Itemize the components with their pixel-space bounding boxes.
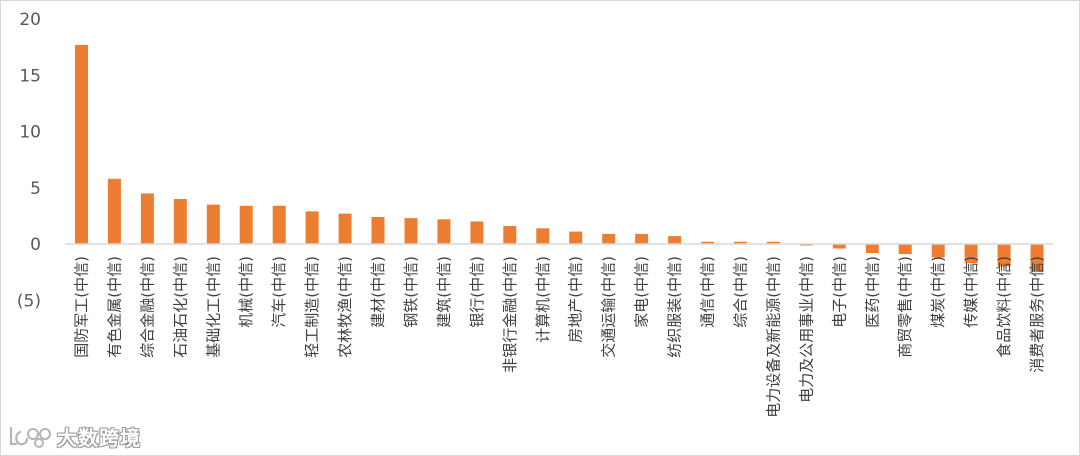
bar bbox=[107, 178, 121, 245]
x-category-label: 煤炭(中信) bbox=[929, 256, 947, 328]
x-category-label: 建材(中信) bbox=[369, 256, 387, 328]
x-category-label: 基础化工(中信) bbox=[204, 256, 222, 358]
x-category-label: 医药(中信) bbox=[863, 256, 881, 328]
bar bbox=[272, 205, 286, 245]
bar bbox=[305, 211, 319, 244]
x-category-label: 有色金属(中信) bbox=[105, 256, 123, 358]
y-tick-label: 10 bbox=[19, 123, 41, 143]
bar bbox=[865, 244, 879, 253]
x-category-label: 汽车(中信) bbox=[270, 256, 288, 328]
x-category-label: 消费者服务(中信) bbox=[1028, 256, 1046, 373]
x-category-label: 传媒(中信) bbox=[962, 256, 980, 328]
bar bbox=[536, 228, 550, 244]
bar bbox=[701, 241, 714, 245]
x-category-label: 交通运输(中信) bbox=[600, 256, 618, 358]
x-category-label: 纺织服装(中信) bbox=[666, 256, 684, 358]
x-category-label: 银行(中信) bbox=[468, 256, 486, 328]
y-tick-label: 20 bbox=[19, 10, 41, 30]
x-category-label: 电子(中信) bbox=[830, 256, 848, 328]
x-category-label: 建筑(中信) bbox=[435, 256, 453, 328]
bar bbox=[964, 244, 978, 264]
x-category-label: 电力及公用事业(中信) bbox=[797, 256, 815, 403]
bar bbox=[371, 217, 385, 244]
y-axis: 20 15 10 5 0 (5) bbox=[17, 10, 41, 311]
bar bbox=[437, 219, 451, 245]
x-category-label: 非银行金融(中信) bbox=[501, 256, 519, 373]
bars bbox=[75, 44, 1044, 273]
y-tick-label: 0 bbox=[30, 235, 41, 255]
y-tick-label: 5 bbox=[30, 179, 41, 199]
bar bbox=[635, 233, 649, 244]
x-category-label: 机械(中信) bbox=[237, 256, 255, 328]
bar bbox=[931, 244, 945, 258]
x-category-label: 电力设备及新能源(中信) bbox=[764, 256, 782, 418]
watermark-logo-icon bbox=[9, 426, 51, 448]
bar bbox=[404, 218, 418, 244]
x-category-label: 食品饮料(中信) bbox=[995, 256, 1013, 358]
bar bbox=[173, 199, 187, 244]
x-category-label: 农林牧渔(中信) bbox=[336, 256, 354, 358]
bar bbox=[75, 44, 88, 245]
x-category-label: 轻工制造(中信) bbox=[303, 256, 321, 358]
bar bbox=[997, 244, 1011, 267]
x-category-label: 通信(中信) bbox=[699, 256, 717, 328]
bar bbox=[503, 226, 517, 244]
bar bbox=[766, 241, 780, 245]
watermark: 大数跨境 bbox=[7, 421, 141, 451]
x-category-label: 综合金融(中信) bbox=[138, 256, 156, 358]
x-category-label: 综合(中信) bbox=[732, 256, 750, 328]
bar bbox=[898, 244, 912, 255]
x-axis-labels: 国防军工(中信) 有色金属(中信) 综合金融(中信) 石油石化(中信) 基础化工(中信)… bbox=[73, 256, 1047, 418]
x-category-label: 房地产(中信) bbox=[567, 256, 585, 343]
bar bbox=[832, 244, 846, 249]
x-category-label: 家电(中信) bbox=[633, 256, 651, 328]
bar bbox=[470, 221, 484, 244]
bar bbox=[206, 204, 220, 244]
y-tick-label: 15 bbox=[19, 66, 41, 86]
bar bbox=[569, 231, 583, 244]
bar bbox=[734, 241, 747, 245]
bar bbox=[602, 233, 616, 244]
bar bbox=[1030, 244, 1044, 273]
x-category-label: 国防军工(中信) bbox=[73, 256, 91, 358]
x-category-label: 石油石化(中信) bbox=[171, 256, 189, 358]
x-category-label: 商贸零售(中信) bbox=[896, 256, 914, 358]
bar bbox=[140, 193, 154, 244]
watermark-text: 大数跨境 bbox=[57, 425, 141, 450]
x-category-label: 钢铁(中信) bbox=[402, 256, 420, 328]
bar bbox=[668, 236, 682, 244]
bar bbox=[338, 213, 352, 244]
y-tick-label: (5) bbox=[17, 291, 41, 311]
bar bbox=[239, 205, 253, 245]
x-category-label: 计算机(中信) bbox=[534, 256, 552, 343]
